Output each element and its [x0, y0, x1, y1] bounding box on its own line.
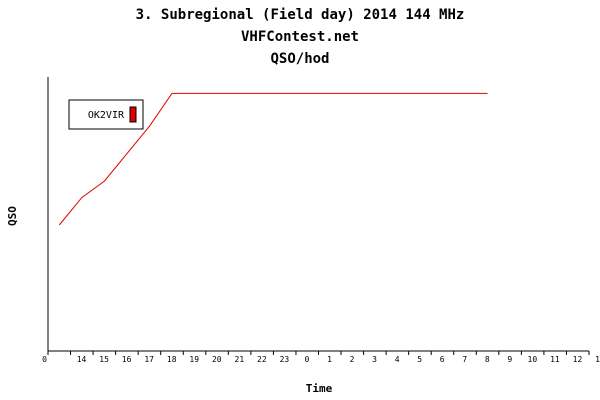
x-tick-label: 23: [280, 355, 290, 364]
x-tick-label: 22: [257, 355, 267, 364]
x-tick-label: 11: [550, 355, 560, 364]
x-tick-label: 0: [42, 355, 47, 364]
x-tick-label: 19: [189, 355, 199, 364]
legend: OK2VIR: [68, 99, 144, 130]
x-axis-title: Time: [306, 382, 333, 395]
x-tick-label: 15: [99, 355, 109, 364]
x-tick-label: 4: [395, 355, 400, 364]
x-tick-label: 7: [462, 355, 467, 364]
x-tick-label: 3: [372, 355, 377, 364]
chart-title: 3. Subregional (Field day) 2014 144 MHz: [135, 7, 465, 23]
x-tick-label: 9: [507, 355, 512, 364]
x-tick-label: 2: [350, 355, 355, 364]
x-tick-label: 1: [327, 355, 332, 364]
x-tick-label: 0: [305, 355, 310, 364]
x-tick-label: 17: [144, 355, 154, 364]
x-tick-label: 14: [77, 355, 87, 364]
x-tick-label: 10: [528, 355, 538, 364]
legend-entry-label: OK2VIR: [88, 110, 125, 121]
x-tick-label: 16: [122, 355, 132, 364]
chart-subtitle: VHFContest.net: [240, 29, 359, 45]
chart-unit-label: QSO/hod: [270, 51, 330, 67]
x-tick-label: 18: [167, 355, 177, 364]
x-tick-label: 6: [440, 355, 445, 364]
x-tick-label: 5: [417, 355, 422, 364]
series-line-0: [58, 92, 488, 226]
x-tick-label: 12: [573, 355, 583, 364]
x-tick-label: 8: [485, 355, 490, 364]
legend-swatch: [129, 106, 137, 123]
x-tick-label: 21: [235, 355, 245, 364]
x-tick-label: 13: [595, 355, 600, 364]
x-tick-label: 20: [212, 355, 222, 364]
x-ticks: 0141516171819202122230123456789101112132…: [42, 351, 600, 364]
y-axis-title: QSO: [6, 206, 19, 226]
series-layer: [58, 92, 488, 226]
